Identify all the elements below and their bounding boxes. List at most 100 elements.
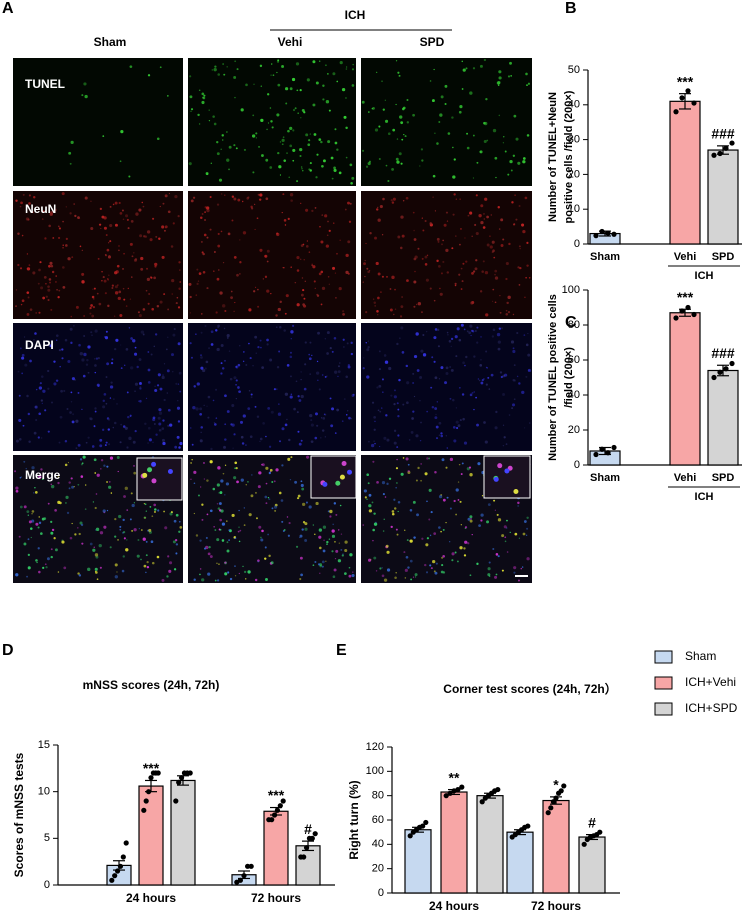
cell-dot (478, 379, 481, 382)
cell-dot (198, 89, 201, 92)
cell-dot (362, 281, 364, 283)
data-point (691, 100, 697, 106)
cell-dot (334, 141, 338, 145)
cell-dot (420, 349, 424, 353)
cell-dot (444, 381, 448, 385)
cell-dot (27, 553, 30, 557)
cell-dot (34, 491, 38, 494)
cell-dot (469, 324, 473, 328)
cell-dot (453, 158, 456, 161)
cell-dot (226, 549, 230, 553)
cell-dot (426, 500, 428, 503)
cell-dot (226, 336, 229, 339)
cell-dot (128, 327, 131, 329)
cell-dot (141, 201, 143, 204)
cell-dot (351, 573, 355, 578)
data-point (423, 819, 429, 826)
cell-dot (91, 334, 93, 337)
cell-dot (329, 515, 332, 518)
cell-dot (511, 201, 514, 204)
cell-dot (23, 505, 27, 509)
cell-dot (378, 445, 381, 448)
cell-dot (345, 375, 349, 379)
cell-dot (494, 509, 496, 511)
cell-dot (486, 367, 488, 369)
cell-dot (62, 246, 64, 249)
cell-dot (480, 220, 484, 225)
cell-dot (265, 578, 268, 581)
row-label: TUNEL (25, 77, 65, 91)
cell-dot (459, 387, 461, 389)
cell-dot (518, 205, 521, 207)
cell-dot (513, 398, 516, 400)
cell-dot (81, 272, 85, 276)
data-point (479, 799, 485, 805)
cell-dot (522, 229, 526, 234)
cell-dot (252, 114, 255, 117)
cell-dot (480, 204, 484, 208)
cell-dot (68, 151, 72, 155)
cell-dot (119, 441, 122, 444)
cell-dot (419, 400, 421, 402)
cell-dot (163, 398, 166, 402)
cell-dot (178, 530, 181, 533)
cell-dot (336, 80, 339, 83)
cell-dot (518, 537, 521, 539)
cell-dot (260, 538, 264, 542)
cell-dot (226, 541, 229, 544)
cell-dot (346, 342, 349, 345)
cell-dot (268, 554, 271, 558)
cell-dot (110, 361, 114, 365)
cell-dot (230, 423, 233, 426)
y-axis-label: Right turn (%) (347, 780, 361, 859)
cell-dot (292, 148, 296, 152)
cell-dot (515, 137, 519, 141)
cell-dot (339, 61, 343, 65)
cell-dot (284, 392, 289, 396)
cell-dot (389, 308, 393, 312)
cell-dot (148, 292, 151, 296)
cell-dot (217, 73, 221, 76)
cell-dot (269, 468, 273, 472)
cell-dot (453, 193, 456, 196)
cell-dot (71, 420, 75, 424)
bar (476, 795, 504, 894)
cell-dot (168, 192, 171, 195)
cell-dot (207, 395, 211, 399)
cell-dot (38, 516, 40, 518)
cell-dot (392, 197, 396, 201)
cell-dot (460, 267, 463, 270)
cell-dot (134, 429, 137, 433)
cell-dot (329, 346, 332, 350)
cell-dot (332, 266, 336, 270)
cell-dot (364, 259, 366, 262)
cell-dot (37, 547, 40, 550)
cell-dot (509, 531, 511, 534)
cell-dot (90, 226, 94, 231)
cell-dot (164, 194, 168, 198)
cell-dot (170, 245, 174, 248)
cell-dot (99, 207, 103, 211)
cell-dot (368, 270, 371, 272)
cell-dot (81, 94, 84, 97)
cell-dot (503, 436, 506, 439)
cell-dot (143, 503, 145, 505)
cell-dot (309, 162, 312, 165)
cell-dot (301, 277, 304, 279)
cell-dot (157, 373, 161, 377)
cell-dot (502, 393, 505, 396)
cell-dot (368, 509, 373, 513)
cell-dot (111, 358, 114, 361)
cell-dot (49, 261, 53, 265)
cell-dot (152, 418, 156, 422)
cell-dot (460, 288, 463, 290)
cell-dot (352, 393, 355, 396)
cell-dot (70, 315, 73, 318)
data-point (605, 450, 611, 456)
cell-dot (374, 236, 377, 240)
cell-dot (200, 331, 203, 334)
cell-dot (495, 573, 498, 576)
cell-dot (38, 268, 41, 272)
cell-dot (217, 324, 220, 328)
cell-dot (97, 257, 100, 260)
